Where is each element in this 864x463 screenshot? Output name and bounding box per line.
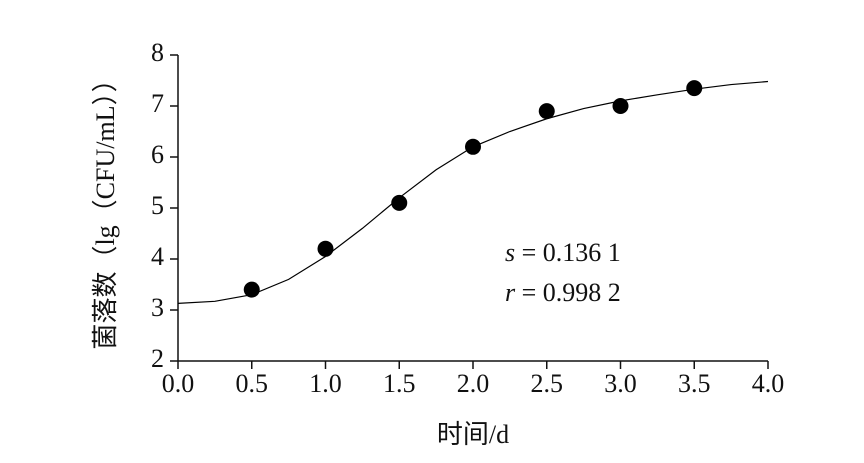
data-point: [612, 98, 629, 114]
y-tick-label: 3: [151, 293, 164, 322]
annotation: s = 0.136 1: [505, 238, 621, 267]
x-tick-label: 3.5: [678, 369, 711, 398]
y-tick-label: 4: [151, 242, 164, 271]
x-tick-label: 4.0: [752, 369, 785, 398]
x-tick-label: 1.5: [383, 369, 416, 398]
annotation: r = 0.998 2: [505, 278, 621, 307]
y-tick-label: 7: [151, 89, 164, 118]
y-tick-label: 8: [151, 38, 164, 67]
x-tick-label: 2.0: [457, 369, 490, 398]
y-axis-label: 菌落数（lg（CFU/mL））: [91, 66, 120, 349]
y-tick-label: 5: [151, 191, 164, 220]
data-point: [317, 240, 334, 257]
data-point: [686, 80, 703, 97]
x-axis-label: 时间/d: [437, 420, 509, 449]
data-point: [391, 194, 408, 211]
data-point: [465, 138, 481, 155]
x-tick-label: 0.5: [236, 369, 269, 398]
data-point: [243, 281, 260, 298]
x-tick-label: 1.0: [309, 369, 342, 398]
y-tick-label: 6: [151, 140, 164, 169]
fit-curve: [177, 80, 769, 304]
y-tick-label: 2: [151, 344, 164, 373]
x-tick-label: 3.0: [604, 369, 637, 398]
x-tick-label: 0.0: [162, 369, 195, 398]
x-tick-label: 2.5: [531, 369, 564, 398]
data-point: [538, 103, 555, 120]
